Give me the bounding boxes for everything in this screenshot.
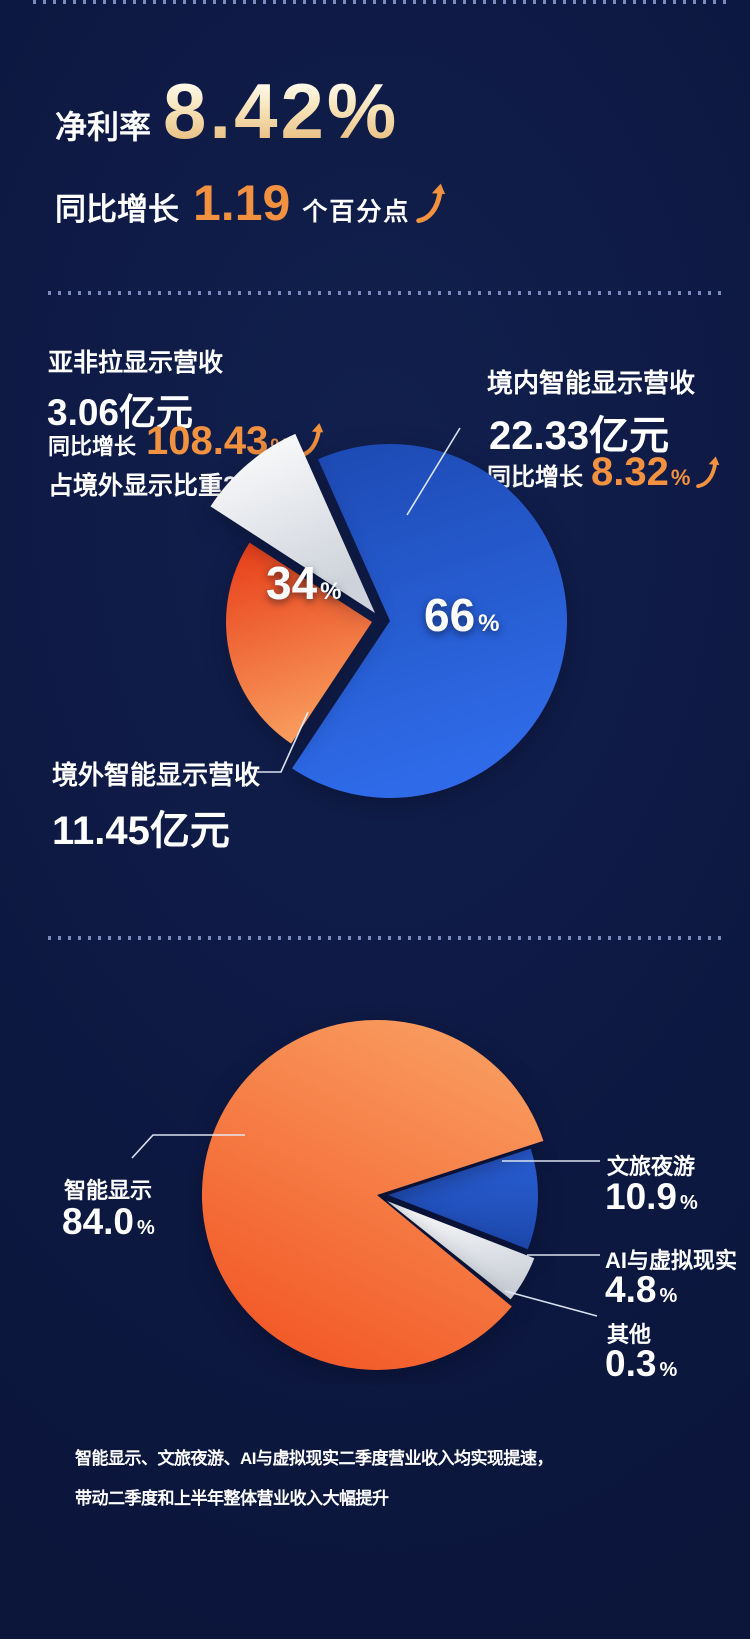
region-revenue-label: 亚非拉显示营收 xyxy=(48,349,224,377)
revenue-split-pie-chart xyxy=(210,433,567,798)
domestic-revenue-label: 境内智能显示营收 xyxy=(487,368,696,398)
ai-vr-pct-sign: % xyxy=(659,1285,678,1307)
section-divider-2 xyxy=(48,936,727,940)
other-pct: 0.3 % xyxy=(605,1345,677,1382)
culture-tourism-pct: 10.9 % xyxy=(605,1178,698,1215)
culture-tourism-label: 文旅夜游 xyxy=(607,1154,696,1179)
smart-display-pct-value: 84.0 xyxy=(62,1201,135,1242)
domestic-share-label: 66 % xyxy=(424,592,500,638)
header-growth-arrow-icon xyxy=(416,183,446,224)
domestic-growth-row: 同比增长 8.32 % xyxy=(487,450,720,495)
culture-tourism-pct-sign: % xyxy=(680,1192,698,1214)
other-pct-sign: % xyxy=(659,1359,678,1381)
ai-vr-pct: 4.8 % xyxy=(605,1271,677,1308)
net-margin-value: 8.42% xyxy=(163,67,400,155)
overseas-share-sign: % xyxy=(320,578,342,605)
other-label: 其他 xyxy=(607,1322,652,1347)
net-margin-label: 净利率 xyxy=(55,109,152,145)
net-margin-row: 净利率 8.42% xyxy=(55,72,399,150)
domestic-growth-unit: % xyxy=(670,465,691,490)
smart-display-pct-sign: % xyxy=(137,1217,155,1239)
ai-vr-label: AI与虚拟现实 xyxy=(605,1248,738,1273)
top-dotted-divider xyxy=(33,0,733,4)
other-pct-value: 0.3 xyxy=(605,1343,657,1384)
region-growth-label: 同比增长 xyxy=(48,434,137,459)
ai-vr-pct-value: 4.8 xyxy=(605,1269,657,1310)
culture-tourism-pct-value: 10.9 xyxy=(605,1176,678,1217)
smart-display-pct: 84.0 % xyxy=(62,1203,155,1240)
domestic-share-sign: % xyxy=(478,610,500,637)
overseas-share-label: 34 % xyxy=(266,560,342,606)
domestic-share-value: 66 xyxy=(424,589,476,641)
domestic-growth-arrow-icon xyxy=(696,456,720,489)
smart-display-label: 智能显示 xyxy=(64,1178,153,1203)
overseas-share-value: 34 xyxy=(266,557,318,609)
overseas-revenue-label: 境外智能显示营收 xyxy=(52,760,261,790)
yoy-growth-value: 1.19 xyxy=(193,175,291,231)
overseas-revenue-value: 11.45亿元 xyxy=(52,809,230,853)
region-growth-value: 108.43 xyxy=(146,419,269,463)
caption-line1: 智能显示、文旅夜游、AI与虚拟现实二季度营业收入均实现提速， xyxy=(75,1449,554,1468)
net-margin-growth-row: 同比增长 1.19 个百分点 xyxy=(55,170,446,232)
domestic-revenue-value: 22.33亿元 xyxy=(489,414,670,458)
caption-line2: 带动二季度和上半年整体营业收入大幅提升 xyxy=(75,1489,389,1508)
region-revenue-value: 3.06亿元 xyxy=(47,392,194,433)
domestic-growth-value: 8.32 xyxy=(591,450,669,494)
business-mix-pie-chart xyxy=(201,1019,544,1370)
yoy-growth-suffix: 个百分点 xyxy=(302,198,411,226)
yoy-growth-label: 同比增长 xyxy=(55,192,179,227)
section-divider-1 xyxy=(48,291,727,295)
